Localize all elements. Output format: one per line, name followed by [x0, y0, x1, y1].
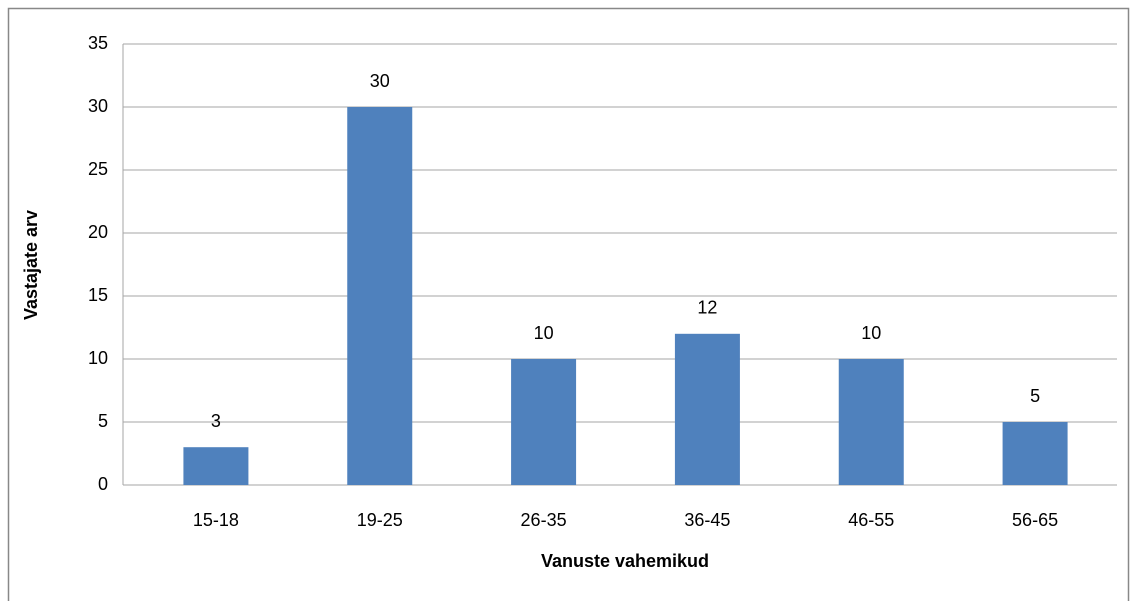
y-tick-label: 0 — [98, 474, 108, 494]
y-axis-title: Vastajate arv — [21, 210, 41, 320]
x-axis-title: Vanuste vahemikud — [541, 551, 709, 571]
y-tick-label: 30 — [88, 96, 108, 116]
y-tick-label: 35 — [88, 33, 108, 53]
data-label: 12 — [697, 298, 717, 318]
bar — [511, 359, 577, 485]
data-label: 30 — [370, 71, 390, 91]
y-tick-label: 5 — [98, 411, 108, 431]
y-tick-label: 20 — [88, 222, 108, 242]
bar — [674, 333, 740, 485]
bar — [1002, 422, 1068, 485]
data-label: 10 — [534, 323, 554, 343]
x-tick-label: 19-25 — [357, 510, 403, 530]
y-tick-label: 10 — [88, 348, 108, 368]
x-tick-label: 36-45 — [684, 510, 730, 530]
bar — [347, 107, 413, 485]
y-tick-label: 15 — [88, 285, 108, 305]
data-label: 5 — [1030, 386, 1040, 406]
data-label: 10 — [861, 323, 881, 343]
chart-frame — [7, 7, 1130, 601]
bar — [838, 359, 904, 485]
x-tick-label: 46-55 — [848, 510, 894, 530]
data-label: 3 — [211, 411, 221, 431]
y-tick-label: 25 — [88, 159, 108, 179]
bar — [183, 447, 249, 485]
x-tick-label: 56-65 — [1012, 510, 1058, 530]
x-tick-label: 26-35 — [521, 510, 567, 530]
x-tick-label: 15-18 — [193, 510, 239, 530]
